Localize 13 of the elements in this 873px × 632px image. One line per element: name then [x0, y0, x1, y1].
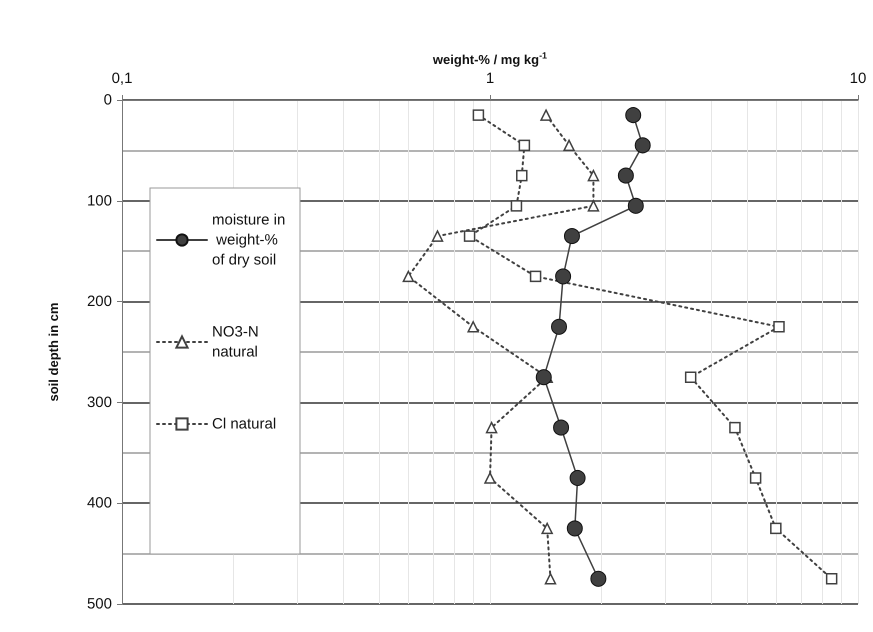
- x-tick-label: 1: [486, 70, 494, 87]
- y-axis-title: soil depth in cm: [46, 302, 61, 402]
- legend-label: moisture in weight-% of dry soil: [212, 212, 286, 268]
- legend-label: Cl natural: [212, 416, 276, 432]
- y-tick-label: 500: [86, 596, 112, 612]
- y-tick-label: 300: [86, 394, 112, 411]
- y-tick-label: 0: [104, 92, 112, 108]
- x-tick-label: 0,1: [112, 70, 132, 87]
- y-tick-label: 200: [86, 293, 112, 310]
- x-tick-label: 10: [850, 70, 866, 87]
- y-tick-label: 400: [86, 494, 112, 512]
- y-tick-label: 100: [86, 192, 112, 210]
- legend-label: NO3-N natural: [212, 324, 263, 360]
